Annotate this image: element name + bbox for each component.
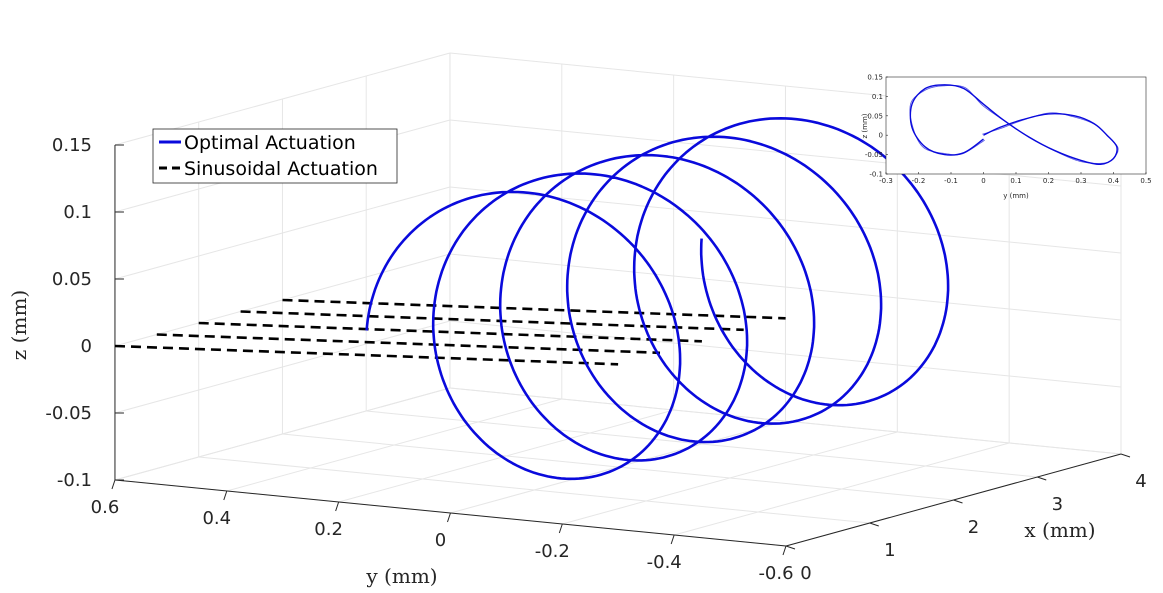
y-tick-label: 0.6 — [91, 497, 120, 518]
x-tick-label: 3 — [1052, 494, 1063, 515]
y-tick-mark — [782, 545, 787, 556]
legend-label-optimal: Optimal Actuation — [184, 132, 356, 154]
inset-series — [909, 84, 1119, 166]
x-axis-label: x (mm) — [1024, 518, 1095, 542]
grid-line — [226, 398, 562, 492]
inset-trajectory-line-2 — [909, 84, 1119, 164]
inset-frame — [885, 76, 1147, 175]
x-tick-label: 0 — [800, 563, 811, 584]
x-tick-label: 1 — [884, 540, 895, 561]
z-tick-label: 0.1 — [63, 202, 92, 223]
y-tick-mark — [558, 523, 563, 534]
grid-line — [114, 320, 451, 414]
grid-line — [449, 253, 1122, 321]
inset-y-tick-label: 0 — [879, 132, 883, 140]
sinusoidal-segment — [198, 321, 702, 343]
inset-y-tick-label: 0.15 — [867, 74, 883, 82]
legend-label-sinusoidal: Sinusoidal Actuation — [184, 158, 378, 180]
inset-chart: -0.3 -0.2 -0.1 0 0.1 0.2 0.3 0.4 0.5 -0.1 -0.05 0 0.… — [861, 74, 1152, 201]
inset-x-tick-label: -0.2 — [912, 177, 926, 185]
x-tick-mark — [785, 545, 796, 550]
z-axis-label: z (mm) — [7, 290, 31, 360]
inset-x-tick-label: -0.3 — [879, 177, 893, 185]
inset-y-tick-label: 0.05 — [867, 112, 883, 120]
inset-y-tick-label: -0.05 — [865, 151, 883, 159]
inset-x-tick-label: 0.5 — [1140, 177, 1151, 185]
y-tick-mark — [223, 490, 228, 501]
inset-x-tick-label: 0 — [981, 177, 985, 185]
grid-line — [114, 387, 451, 481]
x-tick-label: 4 — [1135, 471, 1146, 492]
y-tick-label: -0.2 — [535, 541, 570, 562]
grid-line — [674, 442, 1010, 536]
y-axis-label: y (mm) — [365, 564, 437, 588]
grid-line — [338, 409, 674, 503]
inset-y-label: z (mm) — [861, 113, 869, 138]
y-tick-mark — [111, 479, 116, 490]
z-tick-label: 0.05 — [52, 269, 92, 290]
sinusoidal-segment — [156, 333, 661, 355]
y-tick-mark — [335, 501, 340, 512]
inset-y-tick-label: -0.1 — [869, 171, 883, 179]
inset-x-tick-label: -0.1 — [944, 177, 958, 185]
x-tick-mark — [1120, 453, 1131, 458]
series-layer — [114, 117, 950, 481]
inset-tick-labels: -0.3 -0.2 -0.1 0 0.1 0.2 0.3 0.4 0.5 -0.1 -0.05 0 0.… — [865, 74, 1152, 186]
inset-x-tick-label: 0.1 — [1010, 177, 1021, 185]
y-tick-mark — [447, 512, 451, 523]
legend: Optimal Actuation Sinusoidal Actuation — [152, 128, 398, 184]
inset-x-tick-label: 0.4 — [1108, 177, 1120, 185]
y-tick-label: 0 — [435, 530, 446, 551]
tick-labels: 0.6 0.4 0.2 0 -0.2 -0.4 -0.6 0 1 2 3 4 -0.1 -0.05 0 0.0… — [45, 135, 1146, 584]
y-tick-label: -0.4 — [647, 552, 682, 573]
sinusoidal-segment — [114, 344, 619, 366]
grid-line — [449, 320, 1122, 388]
x-tick-label: 2 — [968, 517, 979, 538]
grid-line — [114, 253, 451, 347]
x-tick-mark — [869, 522, 879, 527]
y-tick-mark — [670, 534, 675, 545]
grid-line — [562, 431, 898, 525]
z-tick-label: 0.15 — [52, 135, 92, 156]
optimal-helix-line — [365, 117, 950, 481]
inset-x-label: y (mm) — [1003, 192, 1029, 200]
inset-y-tick-label: 0.1 — [872, 93, 883, 101]
y-tick-label: -0.6 — [758, 563, 793, 584]
sinusoidal-segment — [240, 310, 744, 332]
legend-box — [152, 128, 398, 184]
grid-line — [449, 186, 1122, 254]
z-tick-label: -0.1 — [57, 470, 92, 491]
inset-x-tick-label: 0.2 — [1043, 177, 1054, 185]
x-tick-mark — [953, 499, 963, 504]
y-tick-label: 0.2 — [314, 519, 343, 540]
grid-line — [114, 186, 451, 280]
z-tick-label: -0.05 — [45, 403, 92, 424]
sinusoidal-segment — [282, 298, 786, 320]
z-tick-label: 0 — [81, 336, 92, 357]
inset-x-tick-label: 0.3 — [1075, 177, 1086, 185]
y-tick-label: 0.4 — [202, 508, 231, 529]
axis-layer — [111, 144, 1131, 556]
x-tick-mark — [1037, 476, 1047, 481]
